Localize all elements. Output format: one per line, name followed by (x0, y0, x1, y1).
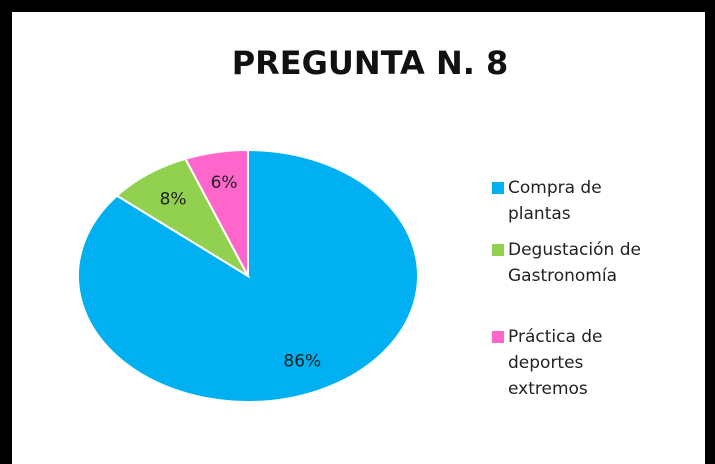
legend-label: Práctica de deportes extremos (508, 327, 603, 399)
slice-label: 8% (160, 190, 187, 210)
legend-swatch (492, 244, 504, 256)
legend-swatch (492, 331, 504, 343)
legend-item: Compra de plantas (492, 175, 652, 227)
pie-slice (77, 148, 419, 403)
legend-item: Degustación de Gastronomía (492, 237, 652, 289)
legend-swatch (492, 182, 504, 194)
slice-label: 6% (211, 173, 238, 193)
chart-title: PREGUNTA N. 8 (232, 44, 509, 82)
legend-item: Práctica de deportes extremos (492, 324, 652, 402)
slice-label: 86% (283, 352, 321, 372)
legend-label: Compra de plantas (508, 178, 602, 224)
pie-slice (183, 148, 249, 277)
legend-label: Degustación de Gastronomía (508, 240, 641, 286)
